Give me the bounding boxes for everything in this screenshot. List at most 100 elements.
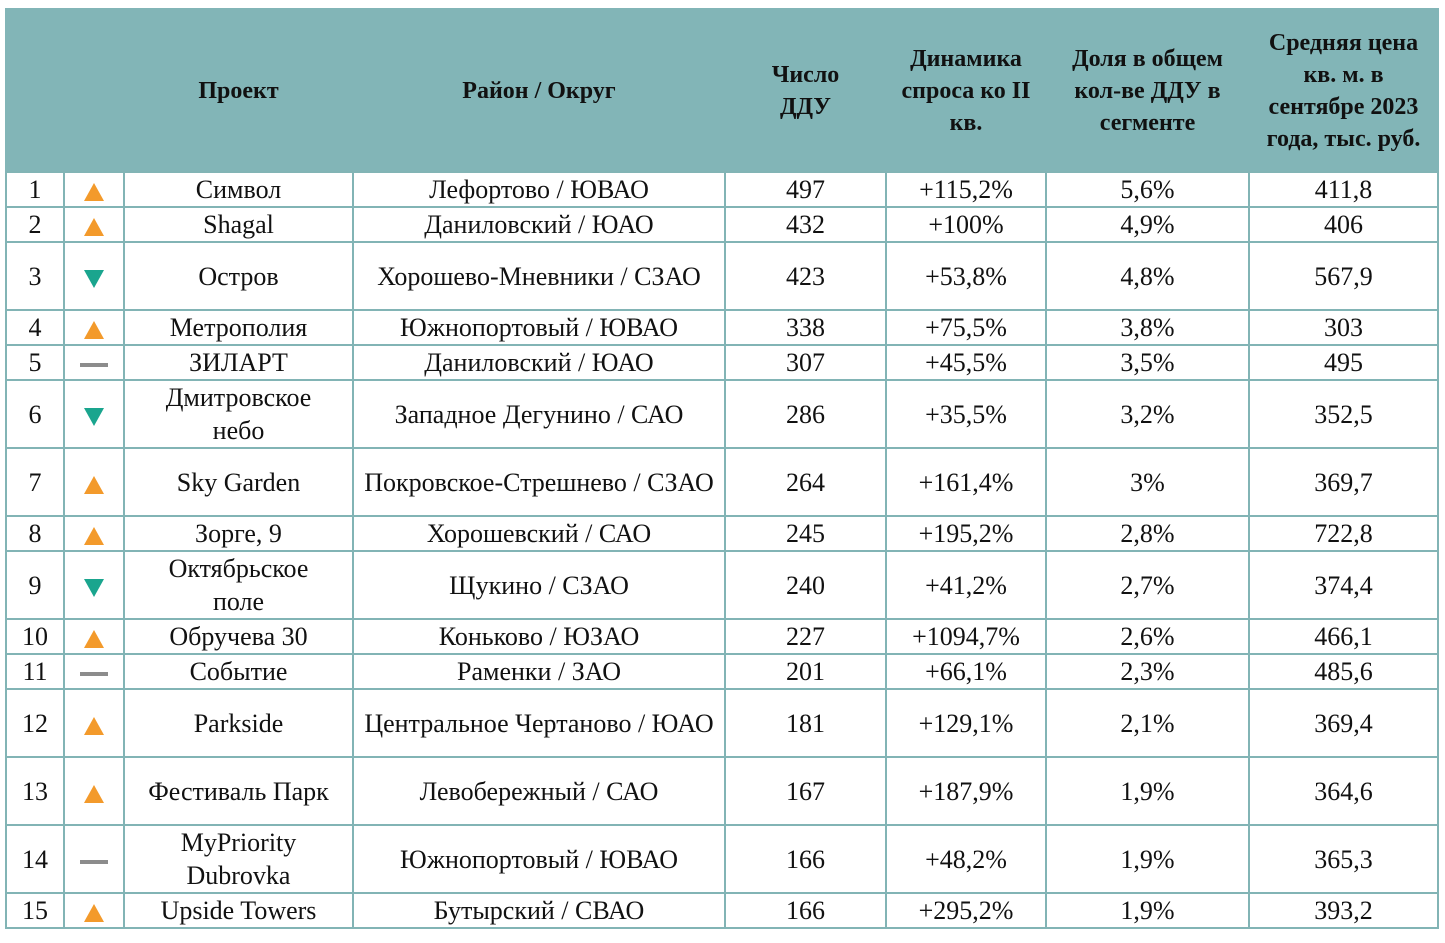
project-name-cell: Upside Towers: [123, 892, 354, 929]
avg-price-cell: 411,8: [1248, 171, 1439, 208]
avg-price-cell: 364,6: [1248, 756, 1439, 826]
district-cell: Раменки / ЗАО: [352, 653, 726, 690]
header-number: [5, 8, 65, 173]
district-cell: Бутырский / СВАО: [352, 892, 726, 929]
table-row: 13 Фестиваль Парк Левобережный / САО 167 +18…: [5, 756, 1439, 826]
table-row: 5 ЗИЛАРТ Даниловский / ЮАО 307 +45,5% 3,5% 495: [5, 344, 1439, 381]
header-row: Проект Район / Округ Число ДДУ Динамика …: [5, 8, 1439, 173]
district-cell: Покровское-Стрешнево / СЗАО: [352, 447, 726, 517]
share-cell: 3,2%: [1045, 379, 1250, 449]
project-name-cell: Событие: [123, 653, 354, 690]
arrow-up-icon: [84, 183, 104, 202]
project-name-cell: Остров: [123, 241, 354, 311]
avg-price-cell: 722,8: [1248, 515, 1439, 552]
project-name-cell: Метрополия: [123, 309, 354, 346]
projects-table: Проект Район / Округ Число ДДУ Динамика …: [5, 8, 1439, 929]
trend-indicator-cell: [63, 688, 125, 758]
row-number-cell: 8: [5, 515, 65, 552]
demand-dynamics-cell: +100%: [885, 206, 1047, 243]
table-row: 12 Parkside Центральное Чертаново / ЮАО 181…: [5, 688, 1439, 758]
trend-indicator-cell: [63, 379, 125, 449]
dash-icon: [80, 363, 108, 368]
share-cell: 4,8%: [1045, 241, 1250, 311]
row-number-cell: 10: [5, 618, 65, 655]
row-number-cell: 3: [5, 241, 65, 311]
ddu-count-cell: 227: [724, 618, 887, 655]
arrow-down-icon: [84, 269, 104, 288]
trend-indicator-cell: [63, 447, 125, 517]
arrow-up-icon: [84, 218, 104, 237]
share-cell: 1,9%: [1045, 824, 1250, 894]
dash-icon: [80, 859, 108, 864]
row-number-cell: 1: [5, 171, 65, 208]
table-row: 1 Символ Лефортово / ЮВАО 497 +115,2% 5,6% 411…: [5, 171, 1439, 208]
table-row: 9 Октябрьское поле Щукино / СЗАО 240 +41,2% 2…: [5, 550, 1439, 620]
trend-indicator-cell: [63, 309, 125, 346]
project-name-cell: Фестиваль Парк: [123, 756, 354, 826]
trend-indicator-cell: [63, 206, 125, 243]
project-name-cell: MyPriority Dubrovka: [123, 824, 354, 894]
ddu-count-cell: 201: [724, 653, 887, 690]
arrow-up-icon: [84, 904, 104, 923]
project-name-cell: ЗИЛАРТ: [123, 344, 354, 381]
ddu-count-cell: 181: [724, 688, 887, 758]
trend-indicator-cell: [63, 171, 125, 208]
arrow-up-icon: [84, 630, 104, 649]
trend-indicator-cell: [63, 756, 125, 826]
ddu-count-cell: 338: [724, 309, 887, 346]
row-number-cell: 12: [5, 688, 65, 758]
row-number-cell: 6: [5, 379, 65, 449]
arrow-down-icon: [84, 407, 104, 426]
share-cell: 3,5%: [1045, 344, 1250, 381]
ddu-count-cell: 166: [724, 892, 887, 929]
demand-dynamics-cell: +53,8%: [885, 241, 1047, 311]
share-cell: 1,9%: [1045, 892, 1250, 929]
project-name-cell: Shagal: [123, 206, 354, 243]
table-row: 7 Sky Garden Покровское-Стрешнево / СЗАО 26…: [5, 447, 1439, 517]
avg-price-cell: 393,2: [1248, 892, 1439, 929]
demand-dynamics-cell: +35,5%: [885, 379, 1047, 449]
demand-dynamics-cell: +161,4%: [885, 447, 1047, 517]
avg-price-cell: 369,7: [1248, 447, 1439, 517]
trend-indicator-cell: [63, 344, 125, 381]
trend-indicator-cell: [63, 241, 125, 311]
project-name-cell: Зорге, 9: [123, 515, 354, 552]
header-demand-dynamics: Динамика спроса ко II кв.: [885, 8, 1047, 173]
demand-dynamics-cell: +66,1%: [885, 653, 1047, 690]
header-share: Доля в общем кол-ве ДДУ в сегменте: [1045, 8, 1250, 173]
share-cell: 2,6%: [1045, 618, 1250, 655]
share-cell: 1,9%: [1045, 756, 1250, 826]
project-name-cell: Октябрьское поле: [123, 550, 354, 620]
table-row: 14 MyPriority Dubrovka Южнопортовый / ЮВАО…: [5, 824, 1439, 894]
dash-icon: [80, 672, 108, 677]
ddu-count-cell: 286: [724, 379, 887, 449]
demand-dynamics-cell: +295,2%: [885, 892, 1047, 929]
avg-price-cell: 466,1: [1248, 618, 1439, 655]
district-cell: Даниловский / ЮАО: [352, 344, 726, 381]
avg-price-cell: 567,9: [1248, 241, 1439, 311]
trend-indicator-cell: [63, 653, 125, 690]
project-name-cell: Дмитровское небо: [123, 379, 354, 449]
row-number-cell: 11: [5, 653, 65, 690]
ddu-count-cell: 307: [724, 344, 887, 381]
ddu-count-cell: 166: [724, 824, 887, 894]
demand-dynamics-cell: +187,9%: [885, 756, 1047, 826]
district-cell: Западное Дегунино / САО: [352, 379, 726, 449]
avg-price-cell: 365,3: [1248, 824, 1439, 894]
ddu-count-cell: 497: [724, 171, 887, 208]
demand-dynamics-cell: +48,2%: [885, 824, 1047, 894]
avg-price-cell: 303: [1248, 309, 1439, 346]
demand-dynamics-cell: +129,1%: [885, 688, 1047, 758]
district-cell: Хорошево-Мневники / СЗАО: [352, 241, 726, 311]
avg-price-cell: 485,6: [1248, 653, 1439, 690]
header-avg-price: Средняя цена кв. м. в сентябре 2023 года…: [1248, 8, 1439, 173]
demand-dynamics-cell: +41,2%: [885, 550, 1047, 620]
row-number-cell: 7: [5, 447, 65, 517]
project-name-cell: Обручева 30: [123, 618, 354, 655]
avg-price-cell: 369,4: [1248, 688, 1439, 758]
arrow-up-icon: [84, 475, 104, 494]
district-cell: Южнопортовый / ЮВАО: [352, 824, 726, 894]
trend-indicator-cell: [63, 824, 125, 894]
ddu-count-cell: 245: [724, 515, 887, 552]
row-number-cell: 2: [5, 206, 65, 243]
